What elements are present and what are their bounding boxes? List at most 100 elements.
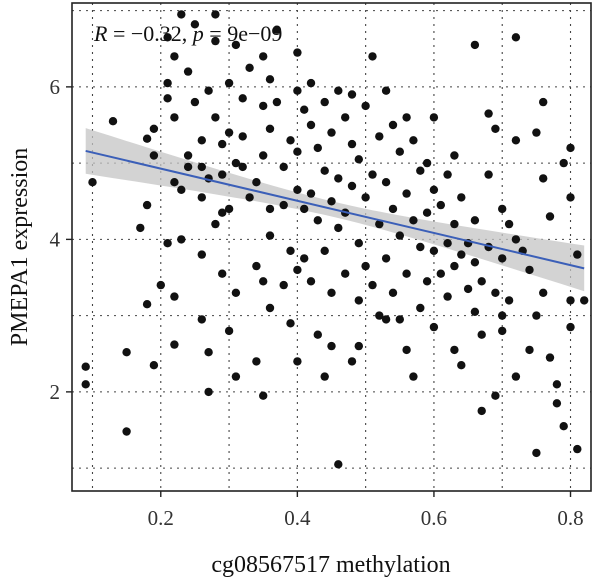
data-point [484,170,493,179]
plot-panel-border [71,2,592,492]
data-point [218,208,227,217]
data-point [381,315,391,324]
data-point [532,448,541,458]
data-point [259,101,268,111]
data-point [231,40,241,50]
data-point [347,357,357,366]
data-point [320,97,329,107]
data-point [539,288,548,297]
data-point [170,340,179,349]
x-axis-title: cg08567517 methylation [211,552,450,578]
data-point [450,345,459,355]
data-point [347,181,357,191]
data-point [388,288,398,297]
data-point [477,277,486,286]
data-point [361,193,370,202]
data-point [177,185,186,194]
data-point [197,162,206,172]
data-point [525,345,534,355]
data-point [559,422,568,431]
data-point [306,78,316,88]
data-point [238,162,247,172]
data-point [293,86,302,95]
data-point [190,20,200,29]
data-point [197,315,206,324]
data-point [293,265,302,275]
data-point [443,170,452,179]
data-point [416,242,425,252]
data-point [566,193,575,202]
data-point [204,387,213,397]
data-point [252,261,261,271]
data-point [566,322,575,332]
data-point [491,124,500,133]
data-point [334,223,343,233]
data-point [218,139,227,149]
data-point [498,311,507,320]
data-point [491,288,500,297]
data-point [279,200,288,210]
data-point [347,139,357,149]
data-point [450,219,459,229]
data-point [265,303,275,313]
data-point [511,372,521,381]
data-point [422,277,432,286]
data-point [477,406,486,416]
data-point [395,315,404,324]
regression-line [85,149,585,270]
regression-line-group [85,149,585,270]
data-point [183,151,193,160]
data-point [436,200,445,210]
data-point [327,128,336,137]
data-point [183,162,193,172]
data-point [183,67,193,76]
data-point [566,143,575,153]
data-point [177,235,186,244]
data-point [470,307,480,316]
data-point [177,10,186,19]
p-value: = 9e−09 [204,21,283,46]
data-point [354,341,363,351]
data-point [211,36,220,46]
data-point [163,78,172,88]
data-point [409,136,418,145]
data-point [224,78,234,88]
data-point [498,204,507,214]
data-point [573,250,582,259]
data-point [388,120,398,130]
data-point [422,158,432,168]
data-point [422,208,432,217]
data-point [498,254,507,263]
data-point [293,48,302,57]
data-point [334,86,343,95]
data-point [525,265,534,275]
data-point [368,52,377,61]
data-point [313,216,322,225]
data-points [81,10,589,469]
data-point [293,357,302,366]
data-point [566,296,575,305]
data-point [381,178,391,187]
data-point [81,362,90,371]
data-point [272,25,282,34]
data-point [265,75,275,84]
data-point [88,178,97,187]
data-point [429,246,439,255]
data-point [218,170,227,179]
data-point [238,94,247,103]
data-point [136,223,145,233]
x-tick-label: 0.8 [557,506,583,530]
data-point [395,147,404,156]
data-point [259,151,268,160]
y-axis-title: PMEPA1 expression [7,148,33,346]
data-point [306,120,316,130]
data-point [457,250,466,259]
data-point [224,204,234,214]
data-point [293,185,302,194]
data-point [156,280,165,290]
data-point [429,322,439,332]
data-point [224,128,234,137]
data-point [320,246,329,255]
